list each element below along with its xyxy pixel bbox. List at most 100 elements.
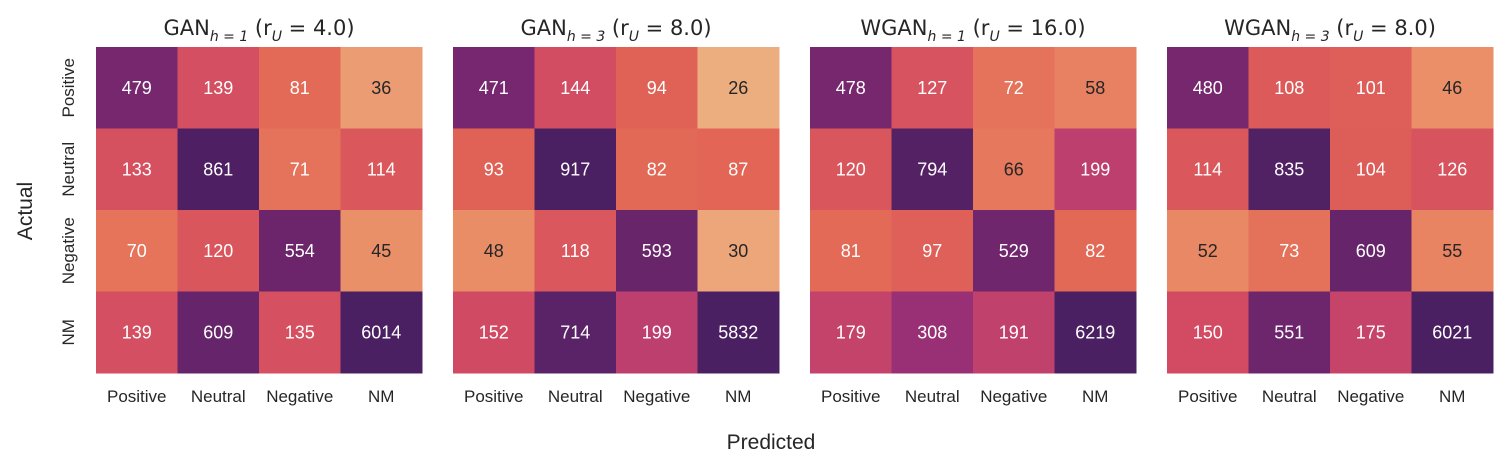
cell-value-label: 73	[1279, 241, 1299, 261]
x-tick-label: Neutral	[548, 387, 603, 406]
cell-value-label: 127	[917, 78, 947, 98]
cell-value-label: 81	[290, 78, 310, 98]
heatmap-cell	[1330, 47, 1412, 129]
cell-value-label: 55	[1442, 241, 1462, 261]
heatmap-cell	[973, 210, 1055, 292]
heatmap-cell	[1248, 291, 1331, 374]
cell-value-label: 6014	[361, 322, 401, 342]
heatmap-cell	[340, 128, 423, 211]
heatmap-cell	[1167, 47, 1249, 129]
heatmap-panel: GANh = 3 (rU = 8.0) 471 144 94 26 93 917 82 87 48…	[453, 16, 780, 406]
heatmap-cell	[340, 47, 423, 129]
cell-value-label: 714	[560, 322, 590, 342]
x-tick-label: Negative	[623, 387, 690, 406]
cell-value-label: 861	[203, 159, 233, 179]
x-tick-label: NM	[725, 387, 751, 406]
heatmap-cell	[810, 291, 892, 374]
x-tick-label: Neutral	[1262, 387, 1317, 406]
cell-value-label: 139	[203, 78, 233, 98]
cell-value-label: 97	[922, 241, 942, 261]
heatmap-cell	[1167, 128, 1249, 211]
cell-value-label: 45	[371, 241, 391, 261]
cell-value-label: 30	[728, 241, 748, 261]
cell-value-label: 118	[561, 241, 590, 261]
heatmap-cell	[177, 210, 260, 292]
cell-value-label: 93	[484, 159, 504, 179]
cell-value-label: 199	[1080, 159, 1110, 179]
cell-value-label: 104	[1356, 159, 1386, 179]
cell-value-label: 87	[728, 159, 748, 179]
cell-value-label: 144	[560, 78, 590, 98]
cell-value-label: 81	[841, 241, 861, 261]
heatmap-cell	[1167, 210, 1249, 292]
cell-value-label: 133	[122, 159, 152, 179]
cell-value-label: 139	[122, 322, 152, 342]
heatmap-cell	[697, 210, 780, 292]
heatmap-cell	[1054, 210, 1137, 292]
heatmap-cell	[259, 291, 341, 374]
heatmap-cell	[534, 210, 617, 292]
cell-value-label: 175	[1356, 322, 1386, 342]
cell-value-label: 609	[203, 322, 233, 342]
x-tick-label: NM	[1082, 387, 1108, 406]
cell-value-label: 308	[917, 322, 947, 342]
x-tick-label: Negative	[1337, 387, 1404, 406]
heatmap-cell	[453, 128, 535, 211]
heatmap-cell	[96, 291, 178, 374]
cell-value-label: 152	[479, 322, 509, 342]
cell-value-label: 71	[290, 159, 310, 179]
panel-title: GANh = 1 (rU = 4.0)	[163, 16, 354, 45]
cell-value-label: 114	[1193, 159, 1222, 179]
heatmap-panel: WGANh = 1 (rU = 16.0) 478 127 72 58 120 794 66 1…	[810, 16, 1137, 406]
panel-title: WGANh = 3 (rU = 8.0)	[1224, 16, 1436, 45]
cell-value-label: 82	[1085, 241, 1105, 261]
cell-value-label: 794	[917, 159, 947, 179]
cell-value-label: 94	[647, 78, 667, 98]
x-tick-label: NM	[368, 387, 394, 406]
x-axis-label: Predicted	[727, 431, 816, 454]
cell-value-label: 199	[642, 322, 672, 342]
heatmap-cell	[891, 210, 974, 292]
cell-value-label: 108	[1274, 78, 1304, 98]
cell-value-label: 66	[1004, 159, 1024, 179]
heatmap-cell	[810, 210, 892, 292]
cell-value-label: 150	[1193, 322, 1223, 342]
y-axis-label: Actual	[14, 182, 37, 240]
cell-value-label: 6021	[1432, 322, 1472, 342]
cell-value-label: 179	[836, 322, 866, 342]
heatmap-cell	[177, 291, 260, 374]
cell-value-label: 480	[1193, 78, 1223, 98]
cell-value-label: 52	[1198, 241, 1218, 261]
heatmap-cell	[1167, 291, 1249, 374]
panel-title: WGANh = 1 (rU = 16.0)	[860, 16, 1085, 45]
y-tick-label: NM	[59, 319, 78, 345]
heatmap-cell	[453, 210, 535, 292]
heatmap-cell	[177, 47, 260, 129]
heatmap-cell	[534, 291, 617, 374]
heatmap-cell	[973, 128, 1055, 211]
cell-value-label: 126	[1437, 159, 1467, 179]
cell-value-label: 70	[127, 241, 147, 261]
heatmap-cell	[259, 47, 341, 129]
y-tick-label: Neutral	[59, 142, 78, 197]
heatmap-cell	[1411, 47, 1494, 129]
heatmap-cell	[1411, 128, 1494, 211]
cell-value-label: 551	[1274, 322, 1304, 342]
heatmap-cell	[616, 128, 698, 211]
x-tick-label: Neutral	[191, 387, 246, 406]
x-tick-label: Negative	[266, 387, 333, 406]
cell-value-label: 917	[560, 159, 590, 179]
heatmap-cell	[891, 128, 974, 211]
heatmap-cell	[616, 47, 698, 129]
heatmap-cell	[973, 291, 1055, 374]
y-tick-label: Positive	[59, 58, 78, 118]
heatmap-cell	[96, 47, 178, 129]
x-tick-label: Negative	[980, 387, 1047, 406]
cell-value-label: 101	[1356, 78, 1386, 98]
cell-value-label: 835	[1274, 159, 1304, 179]
heatmap-cell	[1330, 210, 1412, 292]
heatmap-cell	[810, 128, 892, 211]
heatmap-cell	[616, 210, 698, 292]
heatmap-cell	[96, 210, 178, 292]
x-tick-label: Positive	[821, 387, 881, 406]
